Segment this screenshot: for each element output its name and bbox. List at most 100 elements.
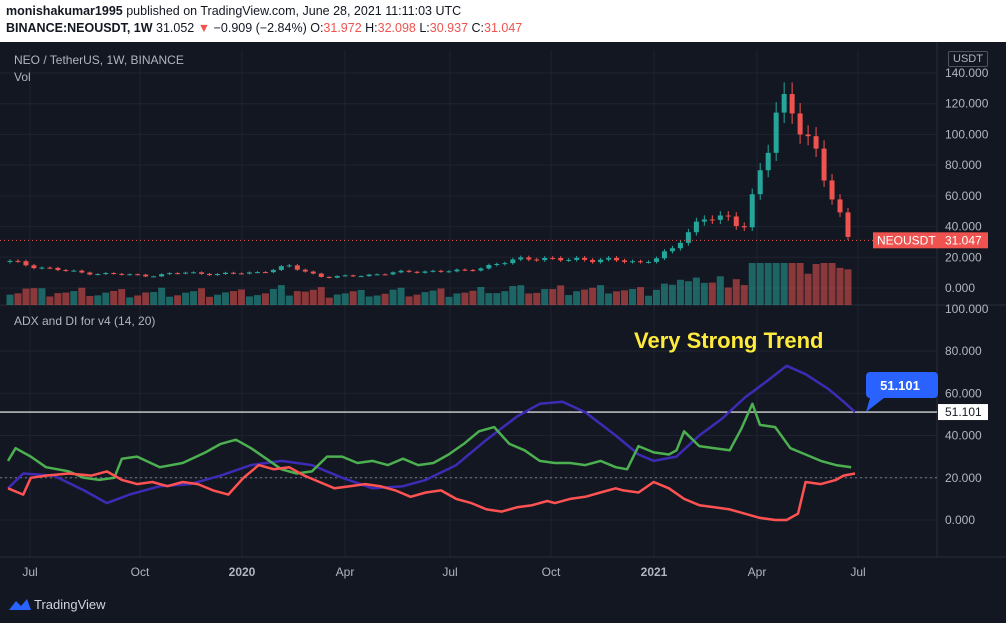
candle-body [765,152,771,171]
time-tick-label: Jul [22,565,37,579]
tradingview-logo-icon [9,599,31,610]
chart-canvas[interactable]: 140.000 120.000 100.000 80.000 60.000 40.000 2… [0,42,1006,588]
candle-body [653,258,659,262]
candle-body [254,272,260,274]
volume-bar [253,295,261,305]
volume-bar [621,290,629,305]
price-tag-symbol: NEOUSDT [877,233,936,247]
candle-body [310,271,316,274]
volume-bar [373,295,381,305]
volume-bar [589,287,597,305]
currency-button[interactable]: USDT [948,51,988,67]
low-value: 30.937 [429,21,469,35]
volume-bar [14,293,22,305]
volume-bar [174,295,182,305]
candle-body [350,275,356,277]
volume-bar [684,281,692,305]
candle-body [422,271,428,273]
last-price: 31.052 [156,21,195,35]
price-tick-label: 100.000 [945,127,989,141]
candle-body [494,263,500,266]
candle-body [334,275,340,278]
volume-bar [605,293,613,305]
volume-bar [381,293,389,305]
volume-bar [86,296,94,305]
price-tick-label: 0.000 [945,281,975,295]
footer: TradingView [0,588,1006,623]
callout-bubble [866,372,938,412]
volume-bar [78,287,86,305]
candle-body [246,272,252,274]
volume-bar [309,289,317,305]
volume-bar [397,287,405,305]
volume-bar [38,288,46,305]
volume-bar [772,263,780,305]
candle-body [358,276,364,278]
volume-bar [237,289,245,305]
volume-bar [676,279,684,305]
candle-body [103,273,109,275]
volume-bar [166,296,174,305]
time-tick-label: Apr [336,565,355,579]
candle-body [645,261,651,263]
volume-bar [6,294,14,305]
volume-bar [102,292,110,305]
candle-body [87,272,93,275]
volume-bar [812,263,820,305]
candle-body [183,272,189,274]
volume-bar [533,292,541,305]
volume-bar [597,285,605,305]
candle-body [462,269,468,271]
indicator-tick-label: 100.000 [945,302,989,316]
volume-bar [293,291,301,305]
down-arrow-icon: ▼ [197,21,211,35]
candle-body [614,257,620,261]
volume-bar [94,295,102,305]
volume-bar [214,294,222,305]
candle-body [15,260,21,262]
candle-body [837,199,843,213]
candle-body [135,274,141,276]
volume-bar [70,291,78,305]
candle-body [199,272,205,274]
volume-bar [613,291,621,305]
candle-body [582,257,588,260]
volume-bar [692,277,700,305]
volume-bar [118,289,126,305]
volume-bar [190,291,198,305]
candle-body [749,194,755,228]
volume-bar [182,292,190,305]
indicator-tick-label: 20.000 [945,471,982,485]
candle-body [262,272,268,274]
time-tick-label: Oct [542,565,561,579]
candle-body [725,215,731,217]
candle-body [709,219,715,221]
candle-body [238,273,244,275]
volume-bar [285,295,293,305]
chart-area[interactable]: 140.000 120.000 100.000 80.000 60.000 40.000 2… [0,42,1006,588]
candle-body [119,273,125,275]
indicator-tick-label: 40.000 [945,429,982,443]
volume-bar [716,276,724,305]
candle-body [741,226,747,228]
volume-bar [756,263,764,305]
volume-bar [413,294,421,305]
candle-body [574,257,580,260]
candle-body [127,274,133,276]
volume-bar [349,291,357,305]
candle-body [829,180,835,200]
volume-bar [150,292,158,305]
candle-body [773,112,779,153]
volume-bar [836,267,844,305]
candle-body [542,257,548,261]
volume-bar [541,289,549,305]
volume-bar [629,289,637,305]
brand-name[interactable]: TradingView [34,597,106,612]
publisher-name[interactable]: monishakumar1995 [6,4,123,18]
candle-body [167,273,173,275]
close-value: 31.047 [484,21,523,35]
callout-value: 51.101 [880,378,920,393]
candle-body [302,269,308,272]
candle-body [566,259,572,261]
volume-bar [732,279,740,305]
